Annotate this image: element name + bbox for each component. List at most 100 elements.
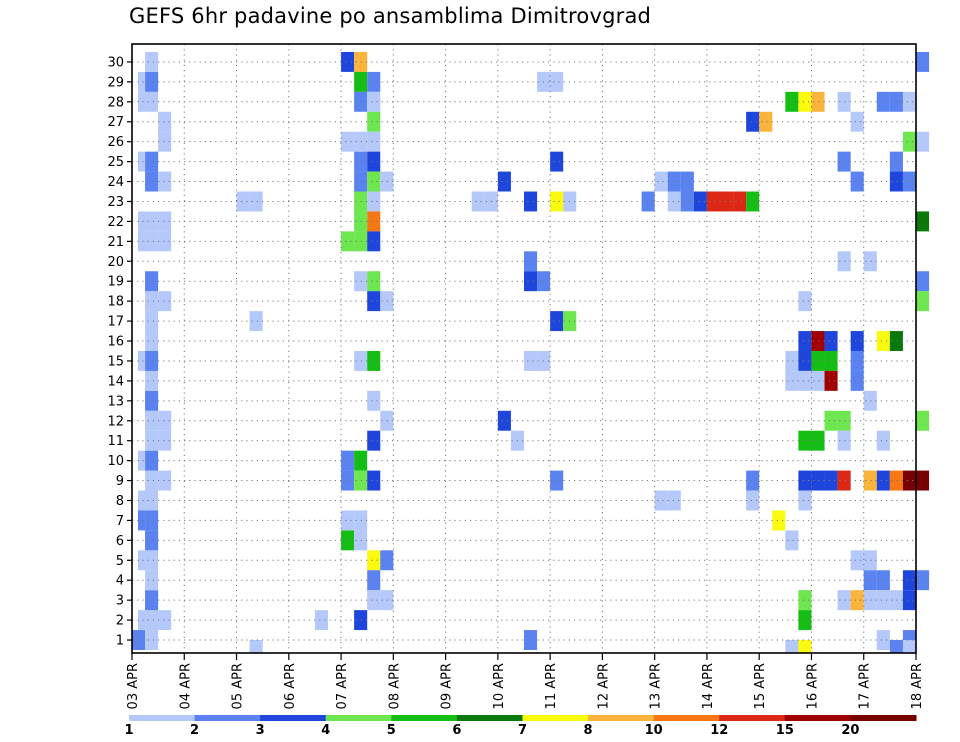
heatmap-cell [145,550,159,571]
heatmap-cell [341,470,355,491]
heatmap-cell [746,470,760,491]
heatmap-cell [367,171,381,192]
colorbar-segments [129,715,917,721]
heatmap-cell [524,350,538,371]
heatmap-cell [798,370,812,391]
heatmap-cell [145,311,159,332]
heatmap-cell [550,151,564,172]
heatmap-cell [863,470,877,491]
heatmap-cell [367,550,381,571]
heatmap-cell [354,530,368,551]
colorbar-segment [456,715,523,721]
y-tick-label: 25 [107,155,124,170]
x-tick-label: 05 APR [231,663,246,709]
heatmap-cell [341,231,355,252]
heatmap-cell [367,111,381,132]
heatmap-cell [354,91,368,112]
axes [127,43,917,660]
heatmap-cell [850,370,864,391]
x-tick-label: 06 APR [283,663,298,709]
heatmap-cell [138,350,146,371]
y-tick-label: 2 [116,614,124,629]
y-tick-label: 21 [107,235,124,250]
heatmap-cell [811,91,825,112]
heatmap-cell [850,171,864,192]
heatmap-cell [354,171,368,192]
heatmap-cell [863,590,877,611]
heatmap-cell [772,510,786,531]
y-tick-label: 15 [107,354,124,369]
heatmap-cell [746,490,760,511]
heatmap-cell [145,51,159,72]
heatmap-cell [902,91,916,112]
heatmap-cell [824,410,838,431]
heatmap-cell [811,370,825,391]
heatmap-cell [354,131,368,152]
x-tick-label: 11 APR [544,663,559,709]
heatmap-cell [916,211,930,232]
colorbar-label: 4 [321,723,330,738]
y-tick-label: 27 [107,115,124,130]
heatmap-cell [354,271,368,292]
heatmap-cell [145,291,159,312]
heatmap-cell [367,390,381,411]
heatmap-cell [145,171,159,192]
heatmap-cell [138,450,146,471]
heatmap-cell [145,231,159,252]
heatmap-cell [902,470,916,491]
heatmap-cell [138,550,146,571]
y-tick-label: 13 [107,394,124,409]
heatmap-cell [746,191,760,212]
y-tick-label: 3 [116,594,124,609]
heatmap-cell [158,111,172,132]
heatmap-cell [158,610,172,631]
heatmap-cell [902,131,916,152]
heatmap-cell [798,331,812,351]
heatmap-cell [550,71,564,92]
heatmap-cell [354,151,368,172]
heatmap-cell [354,191,368,212]
colorbar-label: 1 [124,723,133,738]
colorbar-segment [522,715,589,721]
heatmap-cell [876,630,890,650]
heatmap-cell [341,51,355,72]
heatmap-cell [367,71,381,92]
heatmap-cell [524,251,538,272]
heatmap-cell [667,191,681,212]
heatmap-cell [902,570,916,591]
heatmap-cell [785,350,799,371]
heatmap-cell [367,570,381,591]
heatmap-cell [138,231,146,252]
heatmap-cell [132,630,146,650]
heatmap-cell [785,370,799,391]
colorbar-segment [194,715,261,721]
heatmap-cell [236,191,250,212]
y-tick-label: 14 [107,374,124,389]
colorbar-segment [719,715,786,721]
colorbar-segment [129,715,196,721]
heatmap-cell [916,271,930,292]
x-tick-label: 04 APR [178,663,193,709]
colorbar-label: 12 [710,723,728,738]
heatmap-cell [876,590,890,611]
heatmap-cell [354,470,368,491]
x-tick-label: 13 APR [649,663,664,709]
colorbar-label: 7 [518,723,527,738]
heatmap-cell [354,51,368,72]
heatmap-cell [138,490,146,511]
heatmap-cell [145,271,159,292]
heatmap-cell [654,171,668,192]
heatmap-cell [837,251,851,272]
y-tick-label: 30 [107,55,124,70]
heatmap-cell [145,530,159,551]
heatmap-cell [811,470,825,491]
heatmap-cell [641,191,655,212]
heatmap-cell [916,410,930,431]
heatmap-cell [706,191,720,212]
colorbar-label: 6 [452,723,461,738]
heatmap-cell [138,610,146,631]
heatmap-cell [145,370,159,391]
heatmap-cell [145,490,159,511]
y-tick-label: 8 [116,494,124,509]
